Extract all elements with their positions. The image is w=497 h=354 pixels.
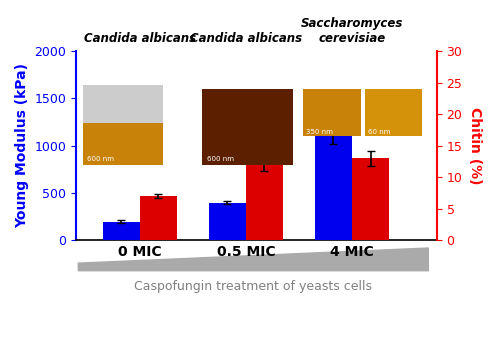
Text: Candida albicans: Candida albicans <box>190 33 302 46</box>
Y-axis label: Young Modulus (kPa): Young Modulus (kPa) <box>15 63 29 228</box>
Text: Candida albicans: Candida albicans <box>83 33 196 46</box>
Text: Saccharomyces
cerevisiae: Saccharomyces cerevisiae <box>301 17 403 46</box>
Bar <box>140 196 177 240</box>
Y-axis label: Chitin (%): Chitin (%) <box>468 107 482 184</box>
Bar <box>209 202 246 240</box>
Bar <box>352 158 389 240</box>
Text: Caspofungin treatment of yeasts cells: Caspofungin treatment of yeasts cells <box>134 280 372 293</box>
Bar <box>103 222 140 240</box>
Bar <box>246 162 283 240</box>
Polygon shape <box>78 248 428 271</box>
Bar <box>315 127 352 240</box>
